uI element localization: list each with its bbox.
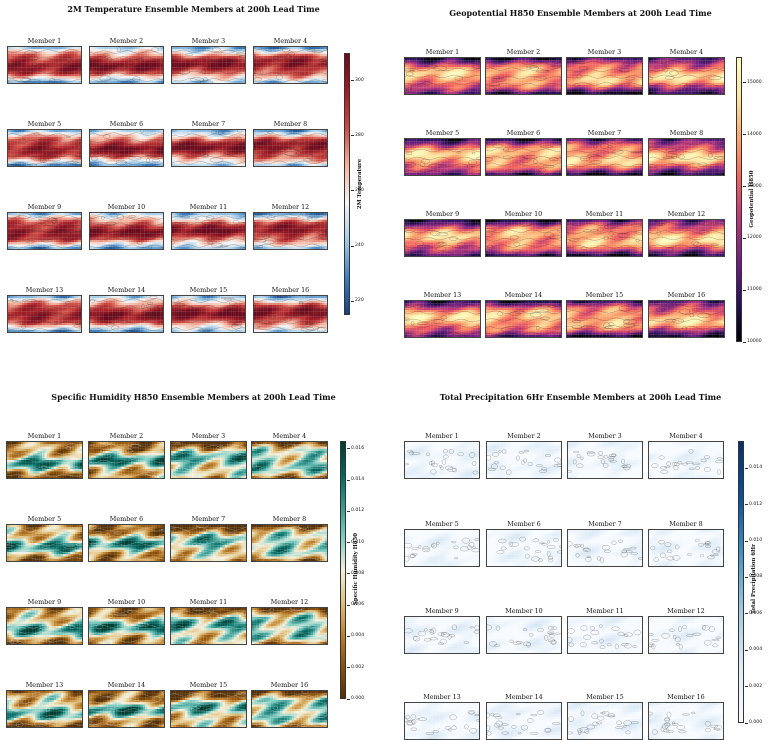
member-title: Member 2: [486, 432, 562, 440]
member-map: [404, 616, 480, 654]
member-map: [404, 702, 480, 740]
member-title: Member 13: [404, 693, 480, 701]
member-title: Member 4: [648, 432, 724, 440]
member-map: [567, 529, 643, 567]
member-title: Member 9: [404, 607, 480, 615]
member-title: Member 12: [648, 607, 724, 615]
member-field: [649, 617, 723, 653]
member-title: Member 6: [486, 520, 562, 528]
member-title: Member 10: [486, 607, 562, 615]
member-title: Member 15: [567, 693, 643, 701]
member-field: [487, 703, 561, 739]
member-map: [567, 702, 643, 740]
member-map: [486, 702, 562, 740]
member-map: [648, 441, 724, 479]
member-map: [648, 616, 724, 654]
member-title: Member 7: [567, 520, 643, 528]
member-field: [649, 530, 723, 566]
member-field: [487, 617, 561, 653]
member-title: Member 8: [648, 520, 724, 528]
member-title: Member 11: [567, 607, 643, 615]
member-field: [568, 703, 642, 739]
member-field: [568, 442, 642, 478]
member-field: [405, 617, 479, 653]
member-field: [568, 617, 642, 653]
colorbar-tick-label: 0.012: [749, 502, 762, 507]
member-title: Member 16: [648, 693, 724, 701]
member-title: Member 1: [404, 432, 480, 440]
colorbar: [738, 441, 744, 723]
member-field: [649, 442, 723, 478]
member-title: Member 14: [486, 693, 562, 701]
colorbar-tick-label: 0.000: [749, 720, 762, 725]
colorbar-tick-label: 0.002: [749, 684, 762, 689]
member-field: [405, 530, 479, 566]
member-field: [649, 703, 723, 739]
member-field: [405, 703, 479, 739]
member-field: [487, 442, 561, 478]
member-title: Member 3: [567, 432, 643, 440]
member-map: [486, 616, 562, 654]
member-map: [486, 529, 562, 567]
member-title: Member 5: [404, 520, 480, 528]
member-field: [568, 530, 642, 566]
member-map: [648, 702, 724, 740]
member-map: [404, 529, 480, 567]
member-map: [567, 441, 643, 479]
colorbar-tick-label: 0.004: [749, 647, 762, 652]
member-map: [648, 529, 724, 567]
member-map: [404, 441, 480, 479]
member-field: [405, 442, 479, 478]
member-map: [567, 616, 643, 654]
member-field: [487, 530, 561, 566]
colorbar-tick-label: 0.014: [749, 465, 762, 470]
chart-title: Total Precipitation 6Hr Ensemble Members…: [387, 392, 774, 402]
colorbar-label: Total Precipitation 6Hr: [751, 539, 757, 619]
member-map: [486, 441, 562, 479]
